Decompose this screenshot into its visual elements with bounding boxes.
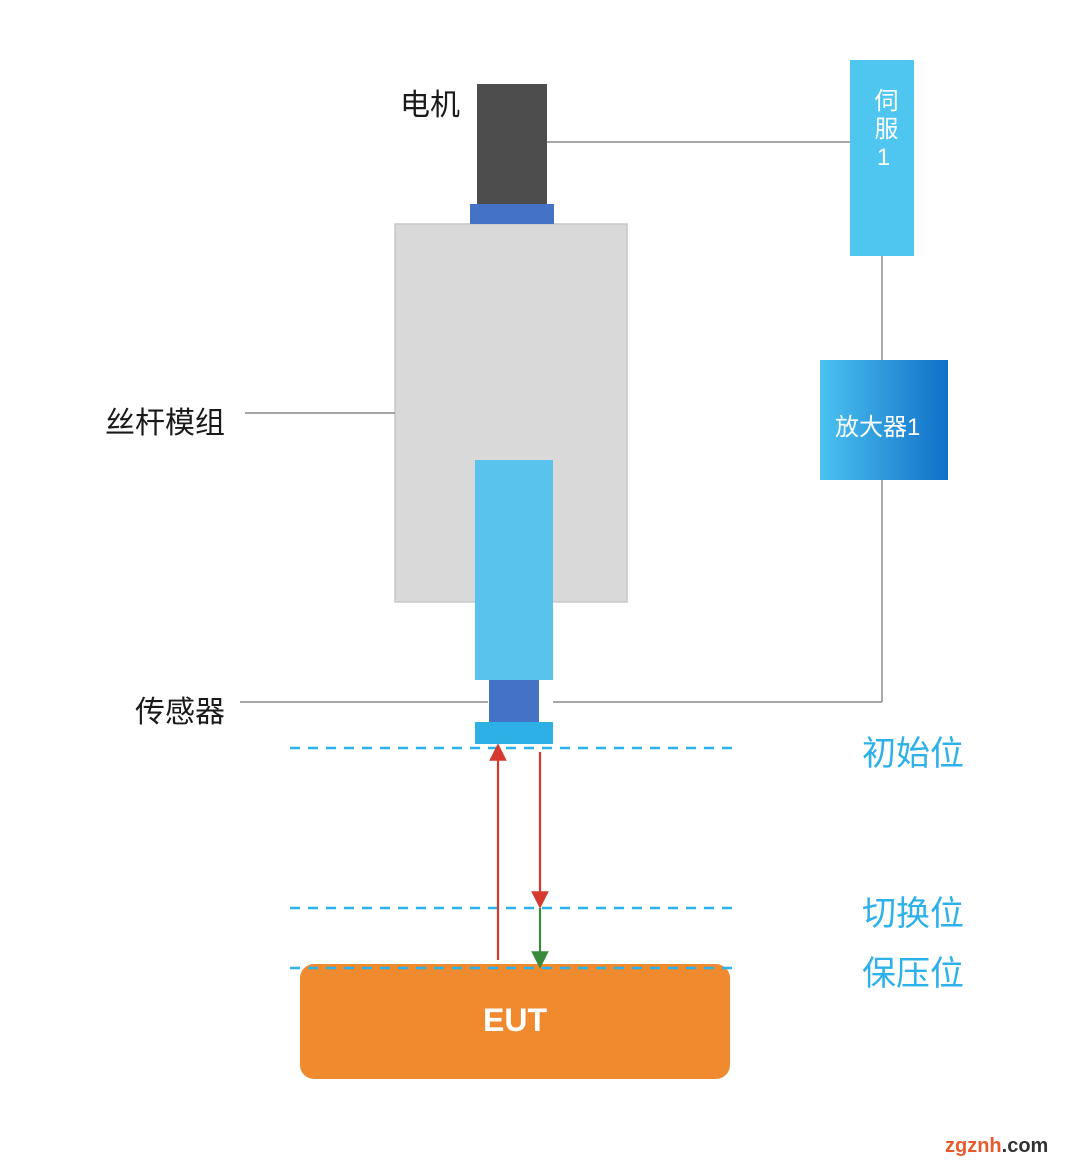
label-motor: 电机 (400, 80, 460, 124)
motor-body (477, 84, 547, 204)
motor-base (470, 204, 554, 224)
watermark: zgznh.com (945, 1135, 1048, 1158)
label-position-hold: 保压位 (862, 946, 964, 995)
module-slider (475, 460, 553, 680)
watermark-part2: .com (1002, 1135, 1049, 1157)
label-sensor: 传感器 (135, 687, 225, 731)
label-servo1: 伺服1 (866, 88, 901, 175)
sensor-tip (475, 722, 553, 744)
label-position-initial: 初始位 (862, 726, 964, 775)
label-eut: EUT (300, 1002, 730, 1039)
sensor-neck (489, 680, 539, 722)
label-screw-module: 丝杆模组 (105, 398, 225, 442)
watermark-part1: zgznh (945, 1135, 1002, 1157)
label-position-switch: 切换位 (862, 886, 964, 935)
label-amplifier1: 放大器1 (835, 407, 920, 442)
